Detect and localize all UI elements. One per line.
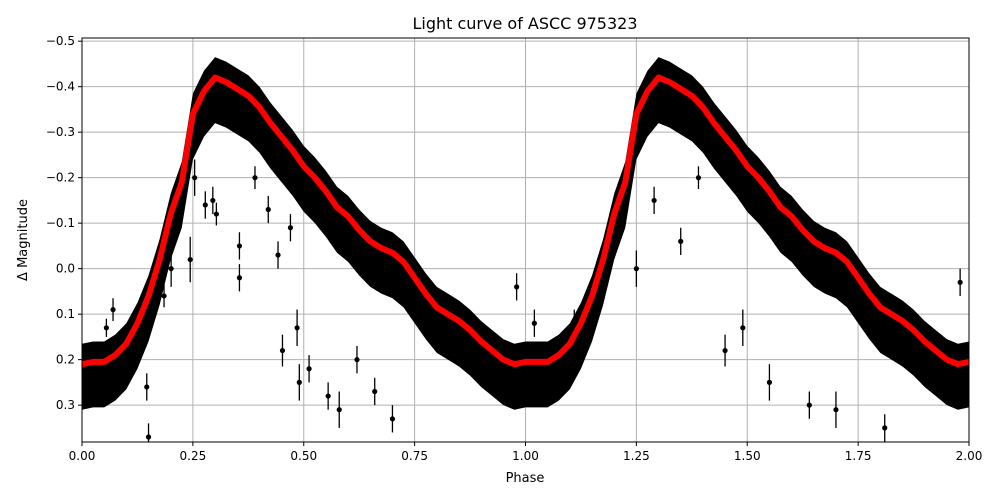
data-point <box>161 293 167 299</box>
data-point <box>202 202 208 208</box>
data-point <box>144 384 150 390</box>
y-tick-label: −0.1 <box>46 216 75 230</box>
plot-area <box>82 57 969 442</box>
data-point <box>722 347 728 354</box>
data-point <box>296 379 302 386</box>
data-point <box>806 402 812 408</box>
data-point <box>372 388 378 395</box>
x-tick-label: 1.50 <box>734 449 761 463</box>
y-tick-label: −0.4 <box>46 80 75 94</box>
data-point <box>275 252 281 258</box>
data-point <box>651 197 657 204</box>
data-point <box>882 425 888 431</box>
data-point <box>766 379 773 386</box>
data-point <box>957 279 963 285</box>
data-point <box>252 175 258 181</box>
data-point <box>531 320 537 326</box>
y-tick-label: −0.2 <box>46 171 75 185</box>
data-point <box>187 256 193 263</box>
y-tick-label: −0.5 <box>46 34 75 48</box>
data-point <box>306 366 312 372</box>
fit-curve <box>82 74 969 368</box>
y-tick-label: −0.3 <box>46 125 75 139</box>
data-point <box>103 325 109 331</box>
data-point <box>279 347 286 354</box>
data-point <box>192 175 198 181</box>
data-point <box>294 325 300 331</box>
data-point <box>325 393 331 399</box>
data-point <box>389 416 396 422</box>
data-point <box>354 357 360 363</box>
data-point <box>336 407 342 413</box>
data-point <box>110 307 116 313</box>
data-point <box>145 434 152 440</box>
data-point <box>236 275 243 281</box>
x-tick-label: 0.00 <box>69 449 96 463</box>
data-point <box>571 320 577 326</box>
y-tick-label: 0.3 <box>56 398 75 412</box>
x-tick-label: 1.75 <box>845 449 872 463</box>
observations-band <box>82 57 969 410</box>
chart-title: Light curve of ASCC 975323 <box>412 14 637 33</box>
ticks: 0.00 0.25 0.50 0.75 1.00 1.25 1.50 1.75 2.00 −0.5… <box>46 34 983 463</box>
data-point <box>633 266 639 272</box>
x-tick-label: 0.75 <box>401 449 428 463</box>
y-tick-label: 0.1 <box>56 307 75 321</box>
data-point <box>168 266 174 272</box>
data-point <box>695 175 702 181</box>
data-point <box>210 197 216 204</box>
data-point <box>265 206 271 213</box>
data-point <box>213 211 219 217</box>
data-point <box>833 407 839 413</box>
x-axis-label: Phase <box>506 471 545 486</box>
data-point <box>236 243 243 249</box>
data-point <box>678 238 684 244</box>
data-point <box>514 284 520 290</box>
y-tick-label: 0.0 <box>56 262 75 276</box>
data-point <box>740 325 746 331</box>
data-point <box>287 225 294 231</box>
y-axis-label: Δ Magnitude <box>16 199 31 281</box>
x-tick-label: 1.00 <box>512 449 539 463</box>
x-tick-label: 0.25 <box>180 449 207 463</box>
x-tick-label: 0.50 <box>290 449 317 463</box>
y-tick-label: 0.2 <box>56 353 75 367</box>
x-tick-label: 2.00 <box>956 449 983 463</box>
x-tick-label: 1.25 <box>623 449 650 463</box>
